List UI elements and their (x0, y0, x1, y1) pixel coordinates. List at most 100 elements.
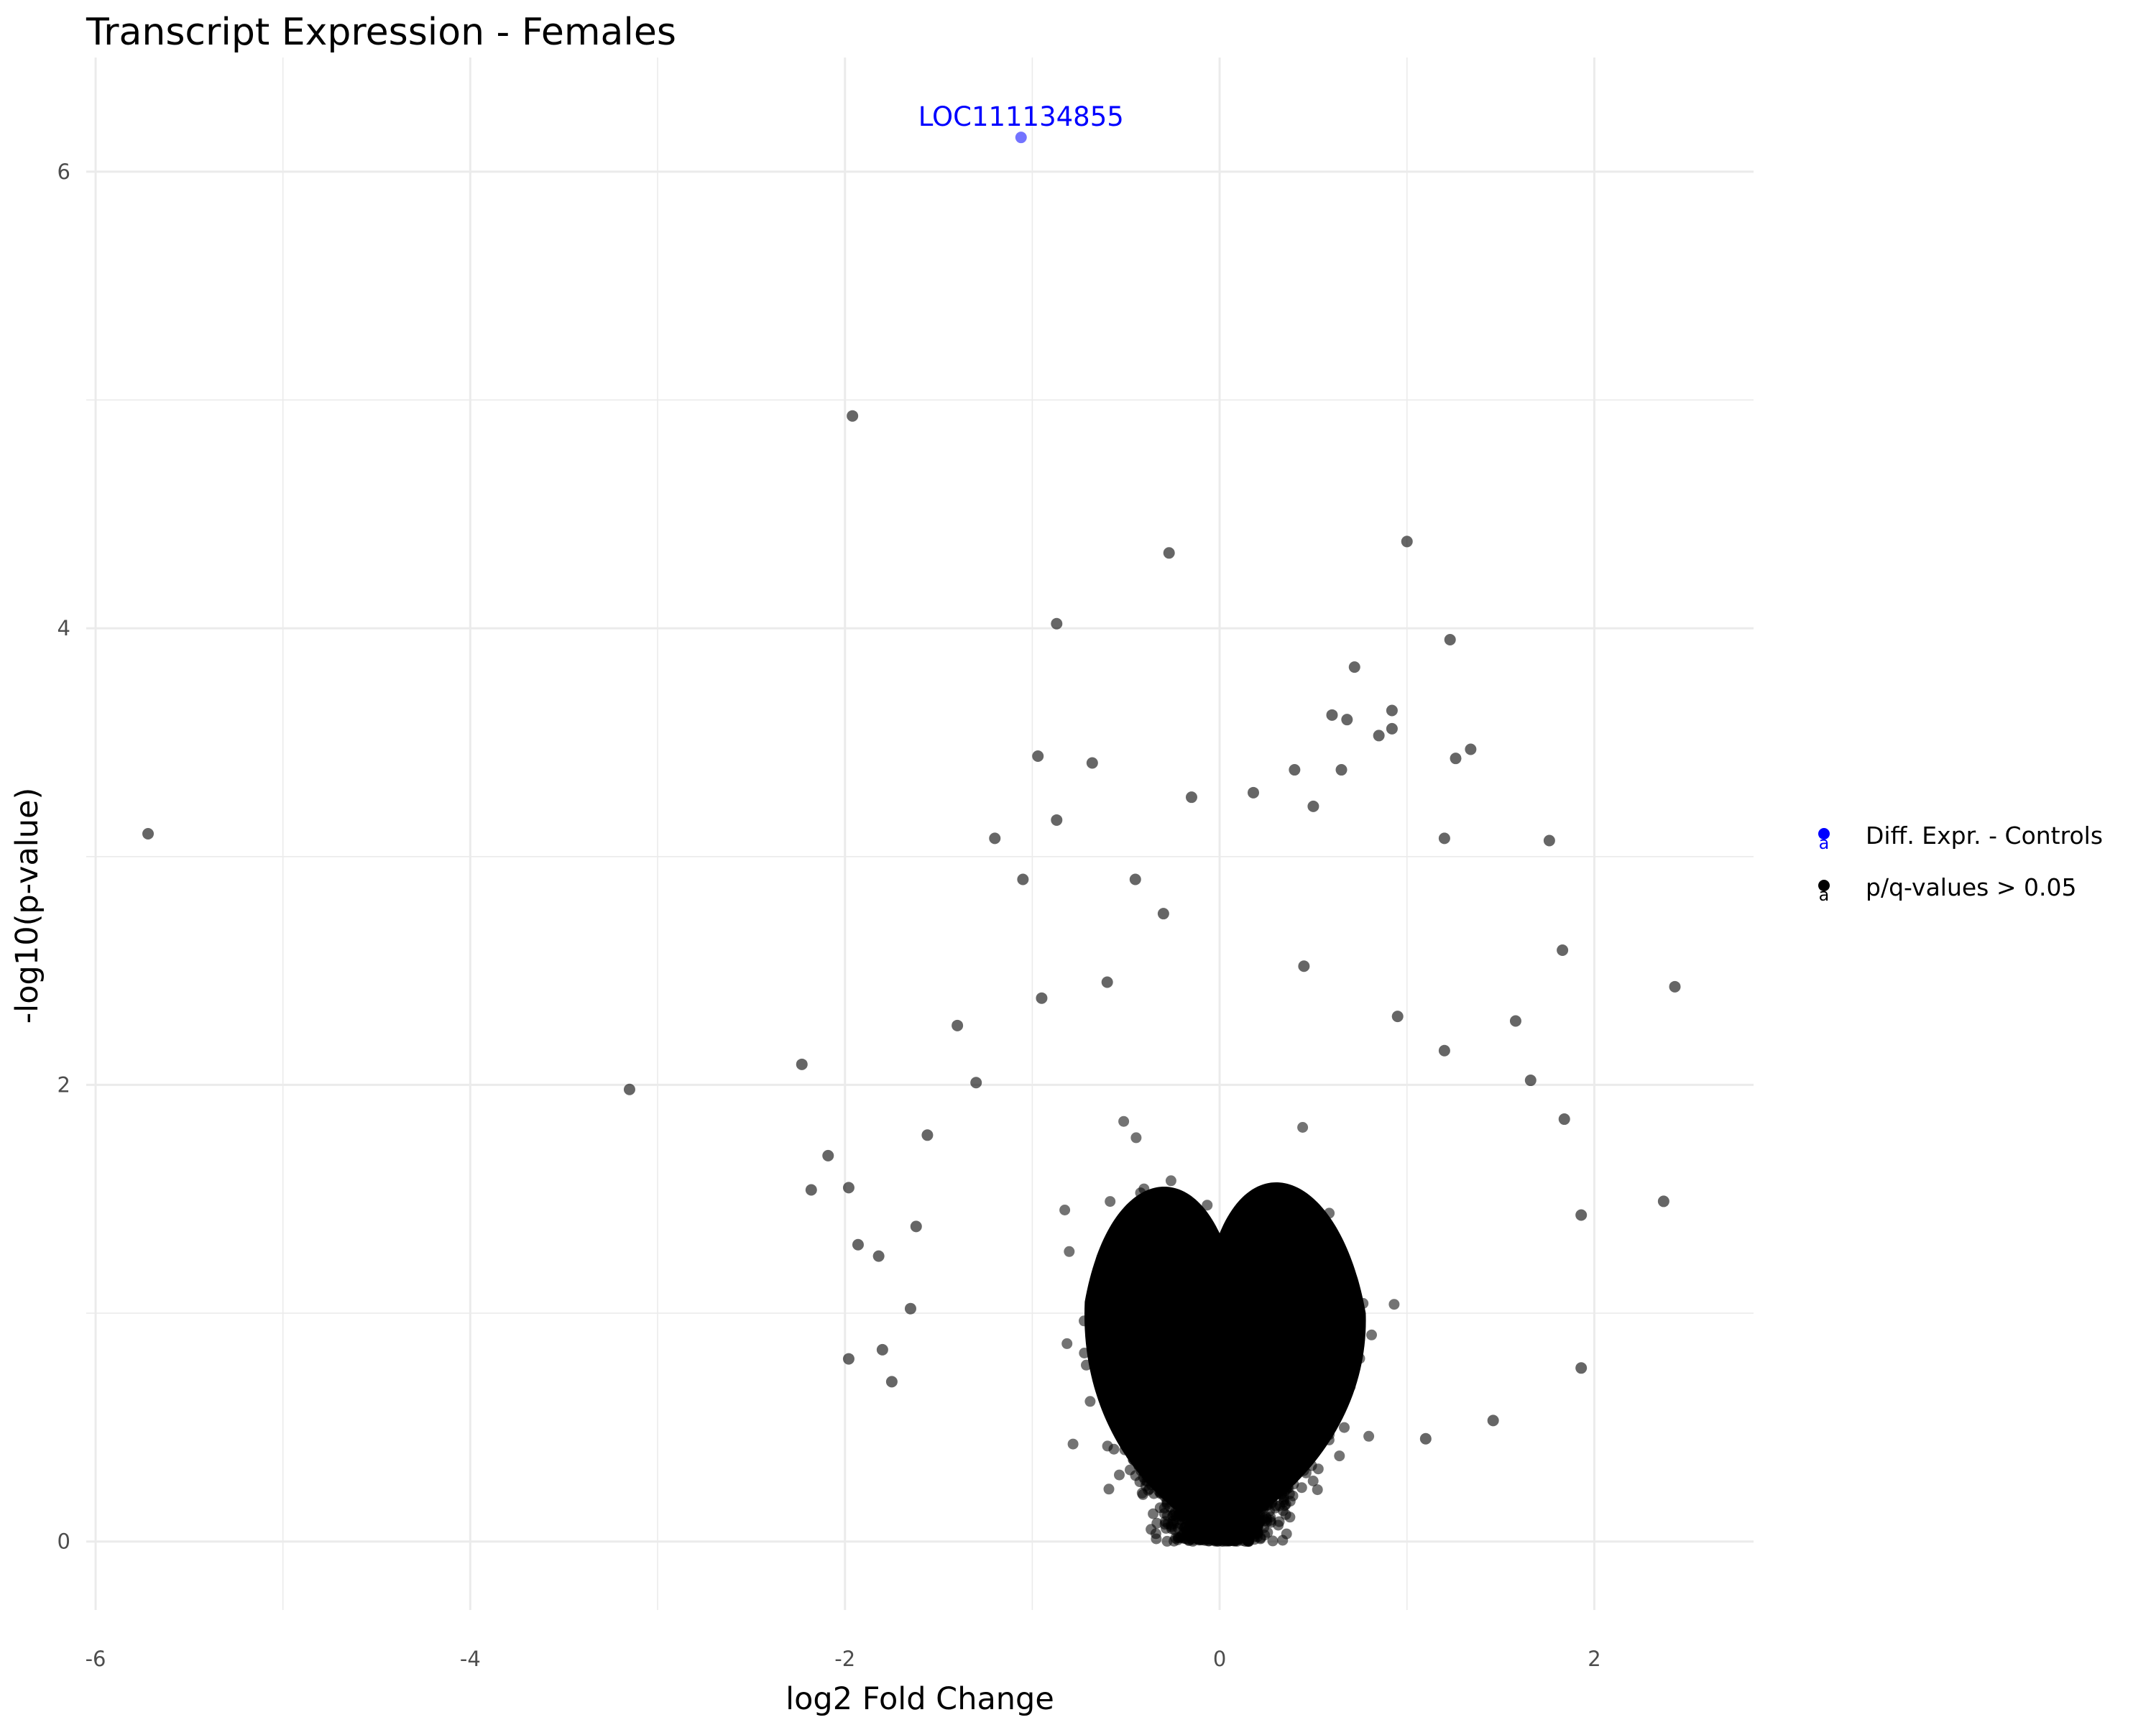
cloud-point (1301, 1274, 1312, 1286)
cloud-point (1281, 1366, 1293, 1378)
cloud-point (1224, 1440, 1235, 1452)
cloud-point (1267, 1323, 1279, 1335)
cloud-point (1227, 1347, 1239, 1358)
cloud-point (1061, 1338, 1073, 1349)
cloud-point (1124, 1438, 1135, 1449)
cloud-point (1188, 1529, 1199, 1540)
legend-key-glyph-diff-expr: a (1819, 833, 1830, 853)
cloud-point (1284, 1512, 1296, 1523)
data-point (1575, 1362, 1588, 1374)
cloud-point (1268, 1460, 1279, 1471)
cloud-point (1263, 1304, 1274, 1315)
cloud-point (1204, 1446, 1216, 1458)
cloud-point (1322, 1325, 1332, 1336)
cloud-point (1243, 1531, 1255, 1542)
cloud-point (1133, 1291, 1145, 1302)
cloud-point (1219, 1317, 1230, 1328)
highlight-point (1015, 132, 1027, 144)
cloud-point (1254, 1427, 1266, 1439)
chart-title: Transcript Expression - Females (86, 11, 676, 54)
cloud-point (1143, 1325, 1154, 1337)
cloud-point (1252, 1443, 1263, 1455)
cloud-point (1108, 1378, 1120, 1389)
cloud-point (1318, 1303, 1329, 1315)
cloud-point (1174, 1233, 1185, 1245)
cloud-point (1172, 1306, 1184, 1317)
cloud-point (1142, 1379, 1153, 1391)
cloud-point (1125, 1464, 1135, 1476)
cloud-point (1265, 1514, 1276, 1526)
cloud-point (1317, 1289, 1329, 1300)
cloud-point (1296, 1482, 1307, 1494)
data-point (1051, 617, 1063, 630)
cloud-point (1159, 1266, 1171, 1277)
cloud-point (1249, 1413, 1261, 1425)
cloud-point (1258, 1503, 1269, 1514)
y-tick-label: 4 (57, 616, 70, 640)
cloud-point (1111, 1255, 1123, 1266)
cloud-point (1197, 1335, 1209, 1347)
legend: a Diff. Expr. - Controls a p/q-values > … (1818, 822, 2103, 905)
axis-ticks: -6 -4 -2 0 2 0 2 4 6 (57, 160, 1601, 1671)
cloud-point (1210, 1398, 1221, 1409)
cloud-point (1142, 1245, 1153, 1256)
cloud-point (1324, 1208, 1335, 1219)
cloud-point (1286, 1415, 1297, 1427)
cloud-point (1224, 1535, 1235, 1547)
cloud-point (1363, 1430, 1375, 1442)
cloud-point (1064, 1246, 1075, 1257)
cloud-point (1174, 1426, 1185, 1438)
legend-key-glyph-not-significant: a (1819, 885, 1830, 905)
cloud-point (1263, 1435, 1274, 1447)
cloud-point (1194, 1440, 1205, 1451)
cloud-point (1115, 1340, 1127, 1351)
cloud-point (1230, 1399, 1242, 1410)
cloud-point (1294, 1239, 1306, 1250)
cloud-point (1329, 1251, 1340, 1262)
cloud-point (1232, 1491, 1243, 1502)
cloud-point (1310, 1264, 1322, 1275)
cloud-point (1222, 1526, 1233, 1537)
cloud-point (1217, 1450, 1228, 1460)
cloud-point (1184, 1505, 1195, 1517)
data-point (623, 1083, 635, 1095)
data-point (1298, 960, 1310, 972)
cloud-point (1212, 1389, 1223, 1400)
cloud-point (1187, 1468, 1199, 1479)
data-point (1386, 704, 1398, 717)
cloud-point (1227, 1367, 1238, 1379)
cloud-point (1330, 1268, 1341, 1279)
cloud-point (1226, 1454, 1238, 1466)
data-point (842, 1353, 854, 1365)
cloud-point (1269, 1443, 1281, 1454)
cloud-point (1291, 1333, 1302, 1345)
cloud-point (1289, 1324, 1300, 1335)
data-point (1373, 730, 1385, 742)
cloud-point (1153, 1431, 1165, 1443)
cloud-point (1316, 1381, 1327, 1392)
legend-key-diff-expr (1818, 828, 1830, 840)
data-point (842, 1182, 854, 1194)
cloud-point (1116, 1381, 1128, 1393)
cloud-point (1110, 1417, 1122, 1429)
point-label: LOC111134855 (918, 101, 1124, 132)
data-point (1163, 547, 1175, 559)
cloud-point (1250, 1297, 1262, 1309)
cloud-point (1105, 1196, 1116, 1208)
cloud-point (1215, 1501, 1226, 1512)
x-tick-label: 0 (1213, 1647, 1226, 1671)
cloud-point (1187, 1368, 1198, 1380)
cloud-point (1141, 1425, 1152, 1437)
cloud-point (1248, 1249, 1260, 1261)
cloud-point (1128, 1449, 1139, 1460)
data-point (1669, 980, 1681, 993)
cloud-point (1339, 1422, 1350, 1433)
x-tick-label: -2 (834, 1647, 855, 1671)
cloud-point (1223, 1480, 1235, 1491)
data-point (1557, 944, 1569, 956)
cloud-point (1189, 1320, 1200, 1332)
cloud-point (1151, 1533, 1162, 1545)
data-points: LOC111134855 (142, 101, 1681, 1445)
cloud-point (1216, 1254, 1227, 1265)
